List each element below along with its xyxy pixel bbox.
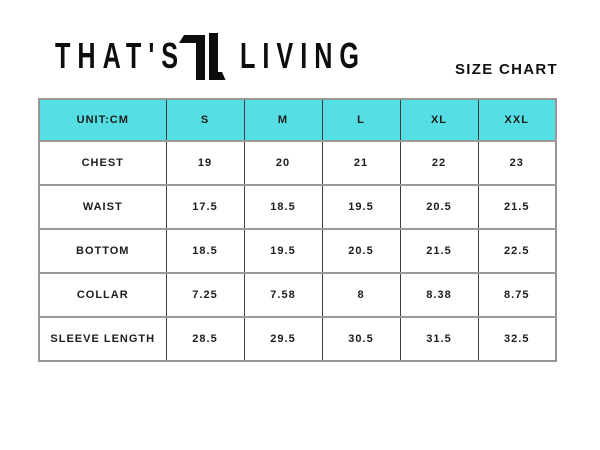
value-cell: 20.5 (322, 229, 401, 274)
size-header-cell-l: L (322, 99, 401, 142)
value-cell: 22.5 (478, 229, 556, 274)
value-cell: 8 (322, 273, 401, 318)
brand-word-living: LIVING (240, 35, 367, 76)
row-label-cell: COLLAR (39, 273, 167, 318)
size-header-cell-s: S (166, 99, 245, 142)
value-cell: 18.5 (166, 229, 245, 274)
value-cell: 21 (322, 141, 401, 186)
value-cell: 28.5 (166, 317, 245, 361)
page-title: SIZE CHART (455, 61, 558, 78)
value-cell: 30.5 (322, 317, 401, 361)
table-row-chest: CHEST 19 20 21 22 23 (39, 141, 556, 186)
size-header-cell-m: M (244, 99, 323, 142)
unit-header-cell: UNIT:CM (39, 99, 167, 142)
value-cell: 29.5 (244, 317, 323, 361)
table-row-sleeve-length: SLEEVE LENGTH 28.5 29.5 30.5 31.5 32.5 (39, 317, 556, 361)
row-label-cell: CHEST (39, 141, 167, 186)
value-cell: 19.5 (244, 229, 323, 274)
row-label-cell: SLEEVE LENGTH (39, 317, 167, 361)
value-cell: 22 (400, 141, 479, 186)
value-cell: 23 (478, 141, 556, 186)
value-cell: 17.5 (166, 185, 245, 230)
row-label-cell: WAIST (39, 185, 167, 230)
value-cell: 19.5 (322, 185, 401, 230)
value-cell: 21.5 (478, 185, 556, 230)
table-row-collar: COLLAR 7.25 7.58 8 8.38 8.75 (39, 273, 556, 318)
row-label-cell: BOTTOM (39, 229, 167, 274)
size-header-cell-xxl: XXL (478, 99, 556, 142)
value-cell: 31.5 (400, 317, 479, 361)
value-cell: 18.5 (244, 185, 323, 230)
size-header-cell-xl: XL (400, 99, 479, 142)
brand-word-thats: THAT'S (55, 35, 186, 76)
value-cell: 7.25 (166, 273, 245, 318)
value-cell: 7.58 (244, 273, 323, 318)
value-cell: 32.5 (478, 317, 556, 361)
table-row-bottom: BOTTOM 18.5 19.5 20.5 21.5 22.5 (39, 229, 556, 274)
table-row-waist: WAIST 17.5 18.5 19.5 20.5 21.5 (39, 185, 556, 230)
value-cell: 8.75 (478, 273, 556, 318)
value-cell: 21.5 (400, 229, 479, 274)
value-cell: 19 (166, 141, 245, 186)
size-chart-table: UNIT:CM S M L XL XXL CHEST 19 20 21 22 2… (38, 98, 557, 362)
value-cell: 8.38 (400, 273, 479, 318)
table-header-row: UNIT:CM S M L XL XXL (39, 99, 556, 142)
brand-tl-monogram-icon (179, 33, 226, 80)
value-cell: 20 (244, 141, 323, 186)
value-cell: 20.5 (400, 185, 479, 230)
